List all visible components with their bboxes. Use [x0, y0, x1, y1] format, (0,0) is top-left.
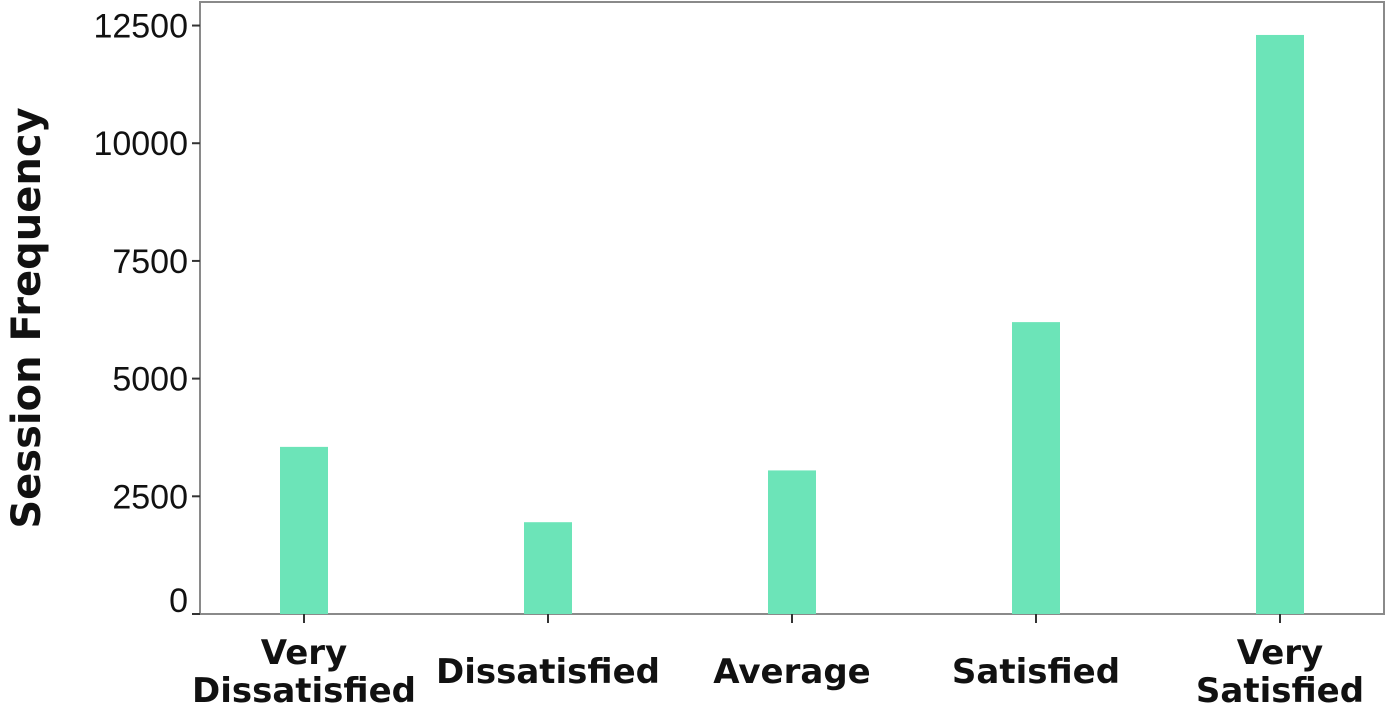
x-tick-label: Dissatisfied — [192, 671, 416, 711]
x-tick-label: Satisfied — [1196, 671, 1364, 711]
y-tick-label: 0 — [169, 582, 188, 620]
y-tick-label: 7500 — [112, 243, 188, 281]
bar — [524, 522, 572, 614]
x-tick-label: Satisfied — [952, 652, 1120, 692]
y-tick-label: 12500 — [93, 8, 188, 46]
x-tick-label: Very — [1237, 633, 1323, 673]
y-axis-title: Session Frequency — [4, 107, 50, 528]
bar — [1256, 34, 1304, 614]
bar — [1012, 322, 1060, 614]
y-tick-label: 5000 — [112, 361, 188, 399]
bar — [768, 470, 816, 614]
x-tick-label: Average — [713, 652, 870, 692]
bar — [280, 446, 328, 614]
x-tick-label: Very — [261, 633, 347, 673]
x-tick-label: Dissatisfied — [436, 652, 660, 692]
y-tick-label: 2500 — [112, 478, 188, 516]
y-tick-label: 10000 — [93, 125, 188, 163]
